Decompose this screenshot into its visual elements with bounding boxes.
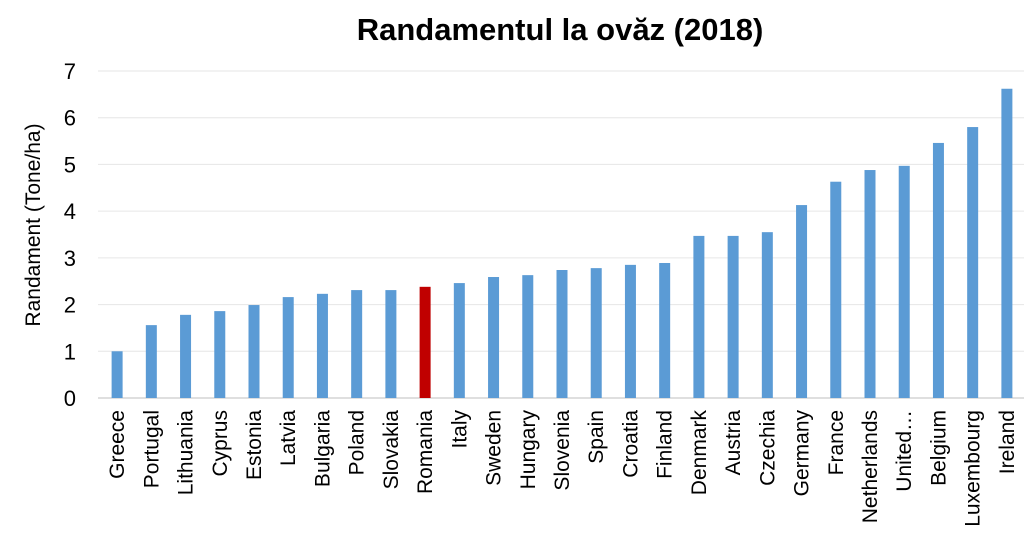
x-tick-label: Denmark <box>688 410 711 496</box>
y-tick-label: 5 <box>64 152 76 177</box>
x-tick-label: Portugal <box>140 410 163 488</box>
y-tick-label: 2 <box>64 293 76 318</box>
bar <box>590 268 602 398</box>
bar <box>214 311 226 398</box>
bar <box>761 232 773 398</box>
y-tick-label: 6 <box>64 106 76 131</box>
chart-title: Randamentul la ovăz (2018) <box>357 12 764 47</box>
y-tick-label: 3 <box>64 246 76 271</box>
x-tick-label: Bulgaria <box>311 410 334 487</box>
bar <box>385 290 397 398</box>
bar <box>693 235 705 398</box>
bar <box>453 283 465 398</box>
x-tick-label: Hungary <box>517 410 540 490</box>
bar <box>180 314 192 398</box>
bar <box>419 286 431 398</box>
x-tick-label: Cyprus <box>209 410 232 477</box>
x-tick-label: Belgium <box>927 410 950 486</box>
bar <box>967 127 979 399</box>
x-tick-label: Ireland <box>996 410 1019 474</box>
bar <box>556 270 568 398</box>
x-tick-label: United… <box>893 410 916 492</box>
bar <box>488 277 500 398</box>
y-tick-label: 4 <box>64 199 76 224</box>
bar <box>830 181 842 398</box>
x-tick-label: Romania <box>414 410 437 494</box>
x-tick-label: Italy <box>448 410 471 449</box>
x-tick-label: Greece <box>106 410 129 479</box>
bar <box>351 290 363 398</box>
bar <box>248 305 260 398</box>
x-tick-label: Sweden <box>483 410 506 486</box>
x-tick-label: Lithuania <box>175 410 198 496</box>
x-tick-label: Croatia <box>619 410 642 478</box>
y-tick-label: 0 <box>64 386 76 411</box>
x-tick-label: Austria <box>722 410 745 476</box>
y-axis-title: Randament (Tone/ha) <box>22 123 45 326</box>
bar <box>898 165 910 398</box>
y-tick-label: 7 <box>64 59 76 84</box>
bar <box>796 205 808 398</box>
bar <box>282 297 294 398</box>
bar <box>522 275 534 398</box>
bar <box>864 170 876 398</box>
x-tick-label: Germany <box>791 410 814 497</box>
x-tick-label: Luxembourg <box>962 410 985 527</box>
x-tick-label: Czechia <box>756 410 779 486</box>
bar <box>111 351 123 398</box>
x-tick-label: Spain <box>585 410 608 464</box>
x-tick-label: France <box>825 410 848 475</box>
bar <box>316 293 328 398</box>
bar <box>727 235 739 398</box>
x-tick-label: Estonia <box>243 410 266 480</box>
x-tick-label: Netherlands <box>859 410 882 523</box>
x-tick-label: Poland <box>346 410 369 475</box>
x-tick-label: Finland <box>654 410 677 479</box>
x-tick-label: Latvia <box>277 410 300 466</box>
bar <box>145 325 157 398</box>
bar <box>624 264 636 398</box>
y-tick-label: 1 <box>64 339 76 364</box>
bar <box>932 142 944 398</box>
x-tick-label: Slovakia <box>380 410 403 490</box>
bar <box>659 262 671 398</box>
x-tick-label: Slovenia <box>551 410 574 491</box>
bar <box>1001 88 1013 398</box>
